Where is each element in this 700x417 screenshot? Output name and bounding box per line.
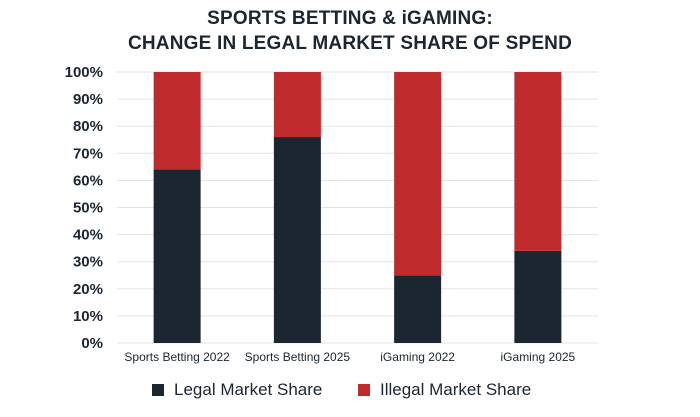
y-tick-label: 80% xyxy=(73,118,103,135)
bar-legal-share xyxy=(514,250,562,343)
y-tick-label: 20% xyxy=(73,281,103,298)
bar-legal-share xyxy=(394,275,442,343)
y-tick-label: 10% xyxy=(73,308,103,325)
bar-illegal-share xyxy=(514,72,562,251)
bar-legal-share xyxy=(273,137,321,343)
legend-item-illegal: Illegal Market Share xyxy=(358,378,531,402)
y-tick-label: 60% xyxy=(73,172,103,189)
x-axis-labels: Sports Betting 2022 Sports Betting 2025 iG… xyxy=(124,350,575,364)
y-tick-label: 70% xyxy=(73,145,103,162)
x-category-label: iGaming 2025 xyxy=(501,350,576,364)
y-tick-label: 100% xyxy=(65,64,103,81)
y-tick-label: 30% xyxy=(73,254,103,271)
y-tick-label: 40% xyxy=(73,227,103,244)
chart-title: SPORTS BETTING & iGAMING: CHANGE IN LEGA… xyxy=(0,6,700,56)
y-tick-label: 0% xyxy=(81,335,103,352)
bar-illegal-share xyxy=(273,72,321,138)
y-tick-label: 50% xyxy=(73,200,103,217)
bar-illegal-share xyxy=(153,72,201,170)
legend-label-legal: Legal Market Share xyxy=(174,380,323,399)
legend: Legal Market Share Illegal Market Share xyxy=(0,378,700,402)
y-tick-label: 90% xyxy=(73,91,103,108)
y-axis-ticks: 0% 10% 20% 30% 40% 50% 60% 70% 80% 90% 100% xyxy=(65,64,103,352)
bar-illegal-share xyxy=(394,72,442,276)
x-category-label: Sports Betting 2025 xyxy=(245,350,351,364)
x-category-label: Sports Betting 2022 xyxy=(124,350,230,364)
bar-legal-share xyxy=(153,169,201,343)
legend-item-legal: Legal Market Share xyxy=(152,378,322,402)
chart-title-line-1: SPORTS BETTING & iGAMING: xyxy=(207,8,493,29)
bars xyxy=(153,72,562,343)
legend-swatch-legal xyxy=(152,384,164,396)
chart-title-line-2: CHANGE IN LEGAL MARKET SHARE OF SPEND xyxy=(127,33,573,54)
legend-label-illegal: Illegal Market Share xyxy=(380,380,532,399)
legend-swatch-illegal xyxy=(358,384,370,396)
x-category-label: iGaming 2022 xyxy=(380,350,455,364)
